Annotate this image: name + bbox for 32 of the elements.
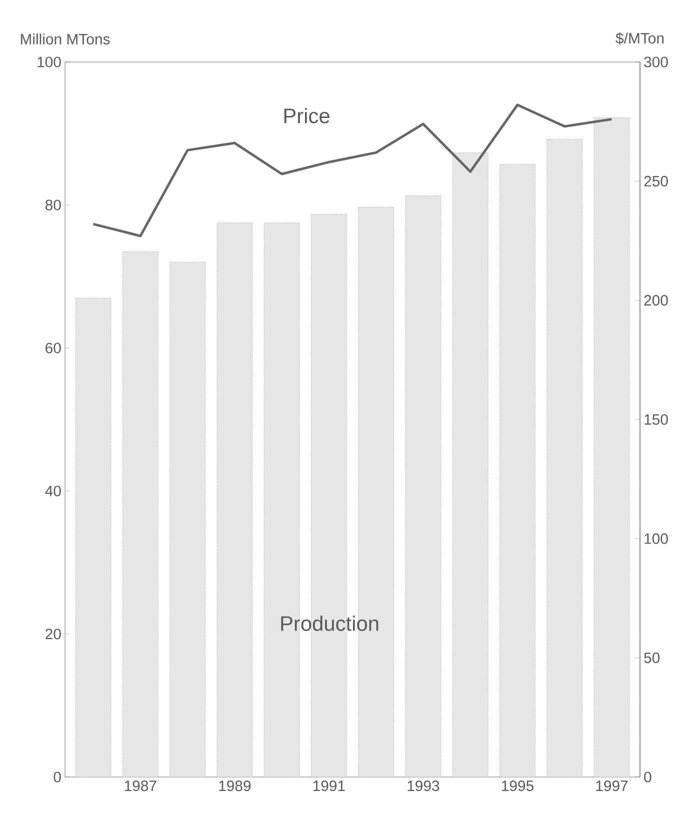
x-tick-label: 1987 [124, 780, 156, 792]
bar [405, 196, 442, 777]
bar [216, 222, 253, 777]
bar [500, 164, 536, 777]
y-tick-label: 100 [38, 56, 61, 68]
bar [170, 262, 206, 777]
bar [594, 118, 630, 777]
x-tick-label: 1995 [502, 780, 534, 792]
x-tick-label: 1997 [596, 780, 628, 792]
series-label: Price [284, 108, 330, 124]
bar [546, 139, 582, 777]
y-tick-label: 40 [45, 486, 61, 496]
y2-tick-label: 300 [644, 56, 668, 68]
series-label: Production [281, 616, 378, 631]
y2-tick-label: 150 [644, 414, 668, 425]
y-tick-label: 0 [54, 772, 61, 782]
y2-axis-title: $/MTon [616, 32, 664, 44]
y2-tick-label: 50 [644, 652, 660, 664]
y2-tick-label: 200 [644, 295, 668, 306]
y2-tick-label: 100 [644, 533, 668, 544]
y-axis-title: Million MTons [20, 34, 110, 44]
y2-tick-label: 0 [644, 772, 652, 782]
x-tick-label: 1991 [313, 780, 345, 792]
x-tick-label: 1989 [219, 780, 251, 792]
y-tick-label: 60 [46, 342, 61, 354]
bar [122, 251, 158, 777]
x-tick-label: 1993 [408, 780, 440, 792]
y-tick-label: 20 [46, 628, 61, 640]
y2-tick-label: 250 [644, 176, 668, 186]
bar [75, 298, 112, 777]
bar [452, 152, 488, 777]
y-tick-label: 80 [46, 200, 61, 210]
